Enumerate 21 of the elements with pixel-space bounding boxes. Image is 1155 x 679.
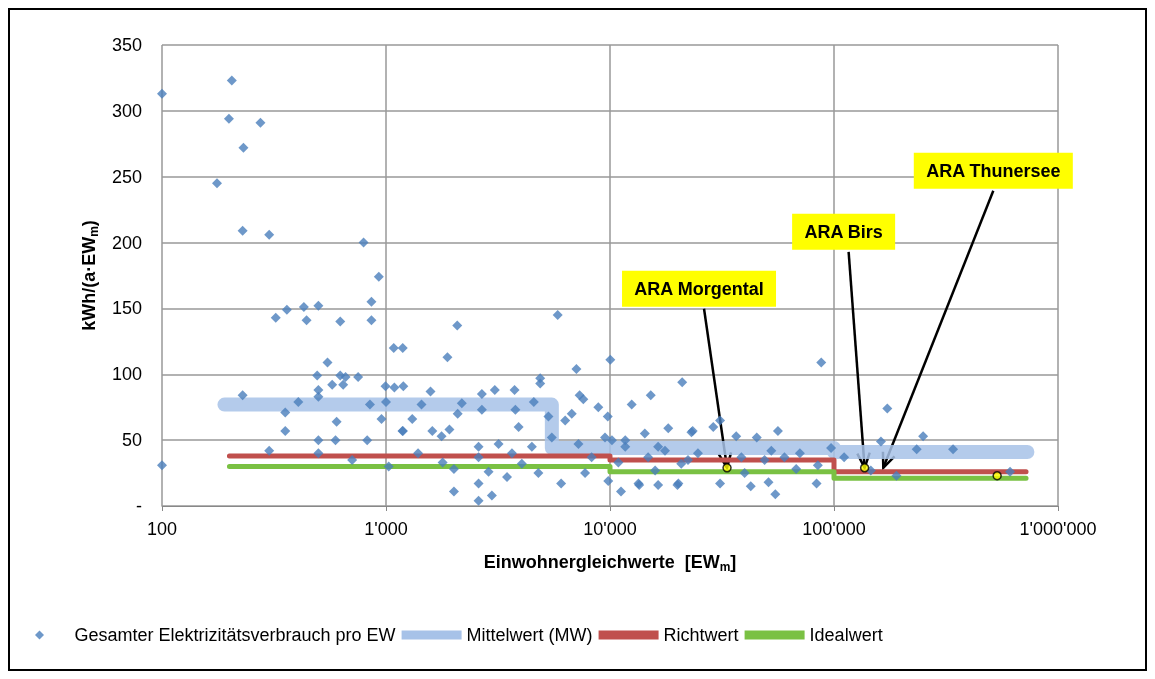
legend-label: Richtwert [663, 625, 739, 645]
y-tick-label: 250 [111, 166, 142, 187]
x-tick-label: 100 [146, 519, 178, 539]
x-tick-label: 100'000 [802, 519, 866, 539]
y-tick-label: 200 [111, 232, 142, 253]
x-tick-label: 1'000 [364, 519, 408, 539]
y-tick-label: - [136, 496, 142, 516]
legend-label: Mittelwert (MW) [466, 625, 593, 645]
y-tick-label: 300 [111, 100, 142, 121]
legend-label: Idealwert [809, 625, 883, 645]
annotation: ARA Birs [804, 221, 883, 242]
y-tick-label: 50 [121, 430, 142, 451]
y-tick-label: 150 [111, 298, 142, 319]
annotation: ARA Thunersee [926, 160, 1061, 181]
annotation: ARA Morgental [634, 278, 764, 299]
legend-label: Gesamter Elektrizitätsverbrauch pro EW [74, 625, 396, 645]
y-tick-label: 350 [111, 35, 142, 55]
x-tick-label: 1'000'000 [1019, 519, 1097, 539]
y-tick-label: 100 [111, 364, 142, 385]
y-axis-title: kWh/(a·EWm) [79, 220, 101, 331]
x-tick-label: 10'000 [583, 519, 637, 539]
